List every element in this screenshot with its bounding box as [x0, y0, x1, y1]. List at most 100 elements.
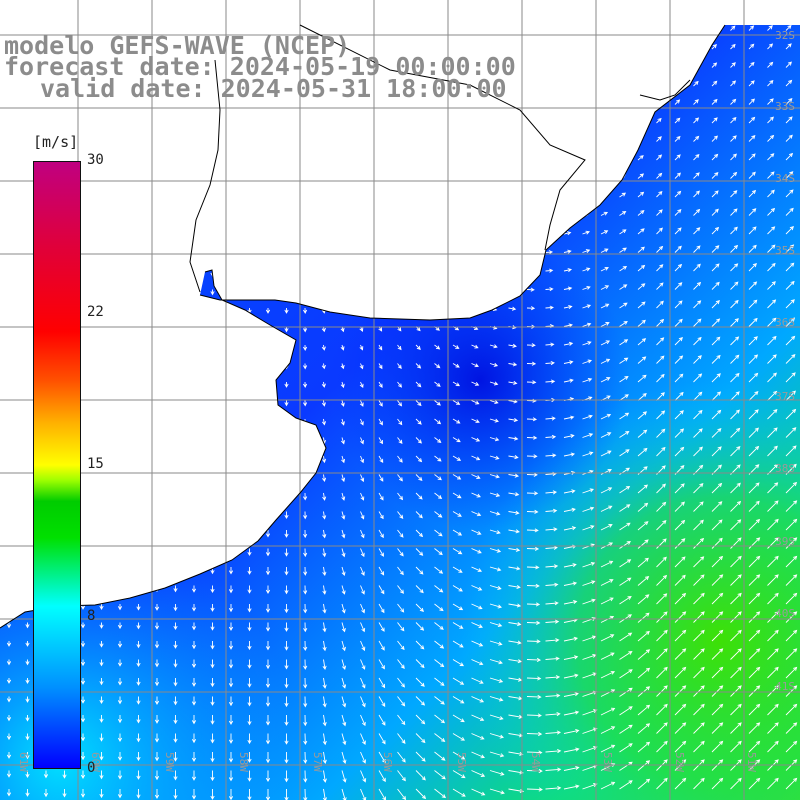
wind-arrow: [360, 788, 367, 800]
wind-arrow: [415, 585, 424, 594]
wind-arrow: [322, 492, 327, 501]
wind-arrow: [767, 500, 779, 512]
wind-arrow: [25, 160, 30, 166]
wind-arrow: [210, 437, 215, 444]
wind-arrow: [674, 135, 681, 142]
wind-arrow: [656, 574, 668, 586]
wind-arrow: [785, 740, 798, 753]
wind-arrow: [619, 119, 626, 124]
wind-arrow: [693, 722, 705, 734]
wind-arrow: [434, 474, 442, 481]
wind-arrow: [674, 703, 687, 716]
wind-arrow: [582, 285, 591, 290]
wind-arrow: [340, 104, 345, 111]
wind-arrow: [582, 561, 596, 568]
wind-arrow: [711, 685, 724, 697]
wind-arrow: [321, 400, 326, 407]
wind-arrow: [489, 158, 496, 163]
wind-arrow: [265, 289, 271, 296]
wind-arrow: [508, 547, 521, 552]
wind-arrow: [489, 344, 498, 349]
longitude-label: 51W: [745, 752, 758, 772]
wind-arrow: [303, 437, 308, 445]
wind-arrow: [656, 685, 668, 697]
wind-arrow: [6, 123, 12, 129]
wind-arrow: [136, 752, 141, 762]
wind-arrow: [265, 141, 271, 148]
wind-arrow: [378, 289, 382, 295]
wind-arrow: [785, 226, 794, 235]
wind-arrow: [228, 641, 234, 650]
wind-arrow: [730, 354, 740, 364]
wind-arrow: [563, 286, 573, 291]
wind-arrow: [117, 437, 123, 444]
wind-arrow: [228, 678, 234, 688]
wind-arrow: [489, 232, 497, 237]
wind-arrow: [582, 414, 593, 420]
wind-arrow: [767, 372, 777, 383]
wind-arrow: [767, 354, 777, 364]
wind-arrow: [582, 580, 596, 586]
wind-arrow: [526, 676, 542, 681]
wind-arrow: [117, 659, 123, 667]
wind-arrow: [136, 345, 141, 351]
wind-arrow: [471, 47, 477, 52]
wind-arrow: [322, 455, 327, 464]
wind-arrow: [25, 456, 30, 462]
wind-arrow: [674, 318, 683, 327]
wind-arrow: [471, 474, 481, 479]
wind-arrow: [748, 629, 761, 642]
wind-arrow: [117, 678, 123, 686]
wind-arrow: [452, 381, 461, 387]
wind-arrow: [730, 391, 740, 401]
wind-arrow: [99, 659, 104, 667]
wind-arrow: [397, 215, 402, 221]
wind-arrow: [545, 675, 561, 680]
wind-arrow: [136, 308, 141, 314]
wind-arrow: [508, 788, 525, 794]
wind-arrow: [415, 344, 421, 350]
wind-arrow: [136, 511, 141, 518]
wind-arrow: [452, 103, 459, 108]
wind-arrow: [582, 304, 592, 309]
wind-arrow: [340, 344, 345, 351]
wind-arrow: [489, 751, 505, 758]
wind-arrow: [526, 361, 537, 366]
wind-arrow: [136, 400, 141, 407]
wind-arrow: [526, 602, 541, 607]
wind-arrow: [730, 336, 740, 346]
wind-arrow: [303, 122, 308, 129]
wind-arrow: [526, 343, 536, 348]
wind-arrow: [99, 141, 104, 148]
wind-arrow: [563, 581, 578, 586]
wind-arrow: [6, 696, 12, 703]
colorbar-tick-22: 22: [87, 304, 104, 320]
wind-arrow: [582, 377, 593, 383]
wind-arrow: [582, 783, 598, 790]
wind-arrow: [452, 29, 459, 34]
wind-arrow: [508, 47, 515, 52]
wind-arrow: [656, 172, 663, 179]
wind-arrow: [378, 196, 382, 203]
wind-arrow: [191, 752, 197, 763]
wind-arrow: [247, 622, 252, 632]
wind-arrow: [767, 611, 779, 623]
wind-arrow: [228, 659, 234, 669]
wind-arrow: [748, 153, 756, 161]
wind-arrow: [248, 12, 251, 17]
wind-arrow: [397, 529, 404, 538]
wind-arrow: [265, 622, 271, 632]
wind-arrow: [619, 357, 629, 364]
wind-arrow: [6, 585, 12, 592]
wind-arrow: [767, 409, 778, 420]
wind-arrow: [415, 622, 425, 631]
wind-arrow: [415, 233, 421, 239]
wind-arrow: [154, 382, 160, 388]
wind-arrow: [136, 696, 141, 705]
wind-arrow: [489, 269, 497, 274]
wind-arrow: [748, 43, 755, 50]
wind-arrow: [397, 474, 403, 482]
wind-arrow: [321, 233, 326, 240]
wind-arrow: [25, 715, 30, 722]
wind-arrow: [247, 252, 252, 259]
